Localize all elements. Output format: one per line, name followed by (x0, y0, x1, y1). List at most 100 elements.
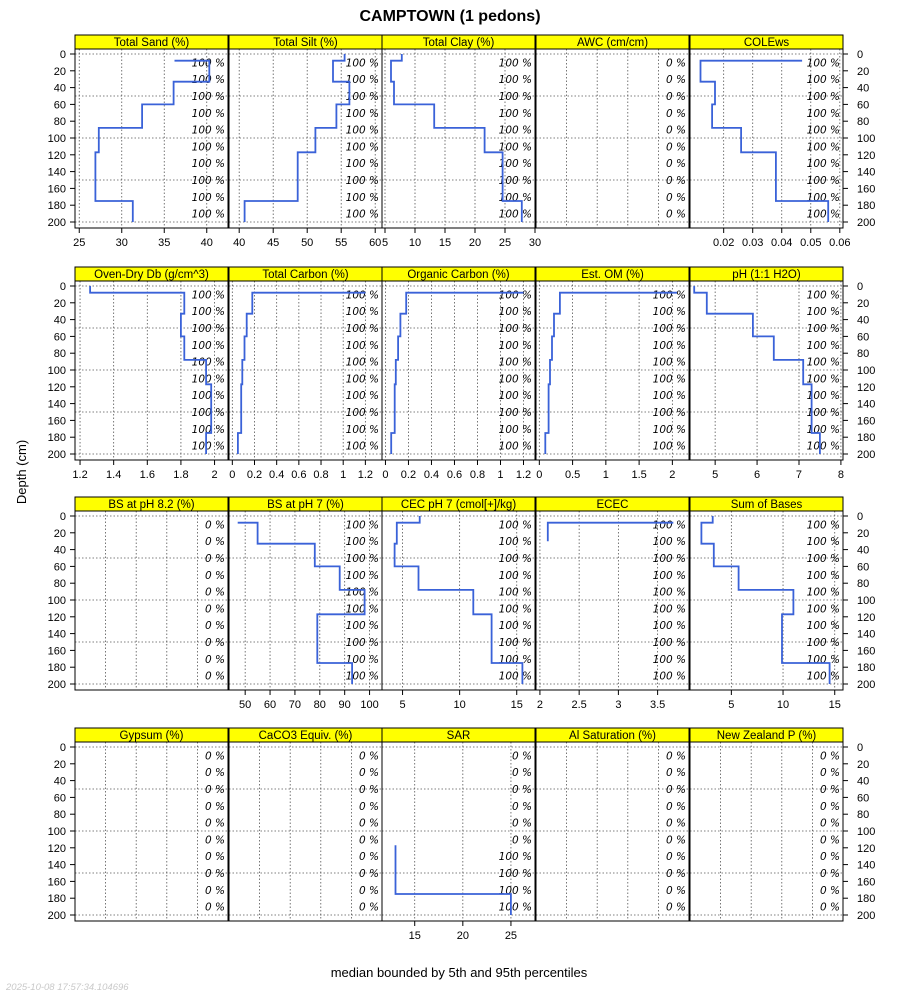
panel-strip-label: Total Carbon (%) (262, 269, 348, 281)
percent-label: 100 % (499, 885, 532, 897)
x-tick-label: 40 (233, 237, 245, 249)
percent-label: 0 % (820, 902, 840, 914)
percent-label: 100 % (807, 306, 840, 318)
y-tick-label: 80 (54, 578, 66, 590)
y-tick-label: 20 (857, 759, 869, 771)
y-tick-label: 60 (54, 561, 66, 573)
percent-label: 100 % (807, 603, 840, 615)
panel-strip-label: Est. OM (%) (581, 269, 644, 281)
x-tick-label: 1.2 (72, 469, 87, 481)
panel-frame (535, 510, 690, 691)
x-tick-label: 30 (116, 237, 128, 249)
percent-label: 100 % (499, 289, 532, 301)
x-tick-label: 1.6 (140, 469, 155, 481)
percent-label: 0 % (820, 834, 840, 846)
x-tick-label: 15 (439, 237, 451, 249)
percent-label: 100 % (499, 536, 532, 548)
y-tick-label: 200 (857, 910, 875, 922)
x-tick-label: 0.8 (470, 469, 485, 481)
panel-strip-label: CEC pH 7 (cmol[+]/kg) (401, 499, 517, 511)
x-tick-label: 20 (457, 930, 469, 942)
percent-label: 0 % (666, 175, 686, 187)
percent-label: 0 % (666, 57, 686, 69)
panel-frame (381, 280, 536, 461)
percent-label: 100 % (653, 357, 686, 369)
y-tick-label: 200 (857, 449, 875, 461)
panel-14: ECEC 100 % 100 % 100 % 100 % 100 % 100 % 100 % 1… (535, 496, 690, 711)
percent-label: 100 % (192, 373, 225, 385)
panel-frame (381, 48, 536, 229)
x-tick-label: 3 (615, 699, 621, 711)
percent-label: 0 % (205, 654, 225, 666)
y-tick-label: 160 (857, 415, 875, 427)
percent-label: 0 % (666, 74, 686, 86)
panel-6: Oven-Dry Db (g/cm^3) 100 % 100 % 100 % 100 %… (48, 266, 229, 481)
x-tick-label: 0.6 (447, 469, 462, 481)
median-profile-line (89, 286, 213, 454)
panel-18: SAR 0 % 0 % 0 % 0 % 0 % 0 % 100 % 100 % 100 % 100 … (381, 727, 536, 942)
panel-frame (535, 280, 690, 461)
y-tick-label: 120 (857, 843, 875, 855)
percent-label: 100 % (499, 553, 532, 565)
percent-label: 100 % (807, 192, 840, 204)
median-profile-line (700, 516, 831, 684)
x-tick-label: 1 (603, 469, 609, 481)
percent-label: 100 % (346, 587, 379, 599)
x-tick-label: 25 (505, 930, 517, 942)
panel-frame (535, 48, 690, 229)
y-tick-label: 160 (48, 645, 66, 657)
percent-label: 100 % (499, 868, 532, 880)
x-tick-label: 0.2 (401, 469, 416, 481)
percent-label: 0 % (512, 767, 532, 779)
y-tick-label: 0 (857, 49, 863, 61)
percent-label: 100 % (807, 536, 840, 548)
y-tick-label: 200 (48, 679, 66, 691)
x-tick-label: 0 (229, 469, 235, 481)
percent-label: 0 % (820, 784, 840, 796)
percent-label: 100 % (346, 654, 379, 666)
percent-label: 100 % (499, 141, 532, 153)
percent-label: 100 % (807, 441, 840, 453)
percent-label: 0 % (666, 192, 686, 204)
percent-label: 0 % (205, 868, 225, 880)
percent-label: 0 % (359, 885, 379, 897)
y-tick-label: 140 (857, 167, 875, 179)
percent-label: 100 % (346, 209, 379, 221)
percent-label: 100 % (499, 851, 532, 863)
x-tick-label: 60 (264, 699, 276, 711)
percent-label: 100 % (499, 373, 532, 385)
percent-label: 100 % (807, 620, 840, 632)
percent-label: 100 % (499, 158, 532, 170)
panel-16: Gypsum (%) 0 % 0 % 0 % 0 % 0 % 0 % 0 % 0 % 0 % 0 %… (48, 727, 229, 922)
x-tick-label: 1.2 (516, 469, 531, 481)
x-tick-label: 0.4 (269, 469, 284, 481)
y-tick-label: 0 (60, 281, 66, 293)
percent-label: 100 % (653, 637, 686, 649)
percent-label: 100 % (192, 306, 225, 318)
percent-label: 100 % (499, 108, 532, 120)
percent-label: 0 % (359, 818, 379, 830)
median-profile-line (390, 54, 523, 222)
x-tick-label: 100 (360, 699, 378, 711)
x-tick-label: 7 (796, 469, 802, 481)
percent-label: 100 % (807, 289, 840, 301)
percent-label: 0 % (205, 750, 225, 762)
y-tick-label: 60 (54, 331, 66, 343)
percent-label: 100 % (346, 306, 379, 318)
percent-label: 0 % (205, 784, 225, 796)
percent-label: 100 % (192, 141, 225, 153)
median-profile-line (394, 845, 512, 915)
y-tick-label: 180 (857, 200, 875, 212)
x-tick-label: 30 (529, 237, 541, 249)
x-tick-label: 1 (340, 469, 346, 481)
y-tick-label: 140 (857, 399, 875, 411)
median-profile-line (544, 291, 677, 454)
x-tick-label: 15 (829, 699, 841, 711)
x-tick-label: 80 (314, 699, 326, 711)
percent-label: 100 % (807, 407, 840, 419)
y-tick-label: 60 (857, 561, 869, 573)
percent-label: 0 % (820, 868, 840, 880)
y-tick-label: 100 (48, 365, 66, 377)
x-tick-label: 6 (754, 469, 760, 481)
percent-label: 100 % (807, 141, 840, 153)
